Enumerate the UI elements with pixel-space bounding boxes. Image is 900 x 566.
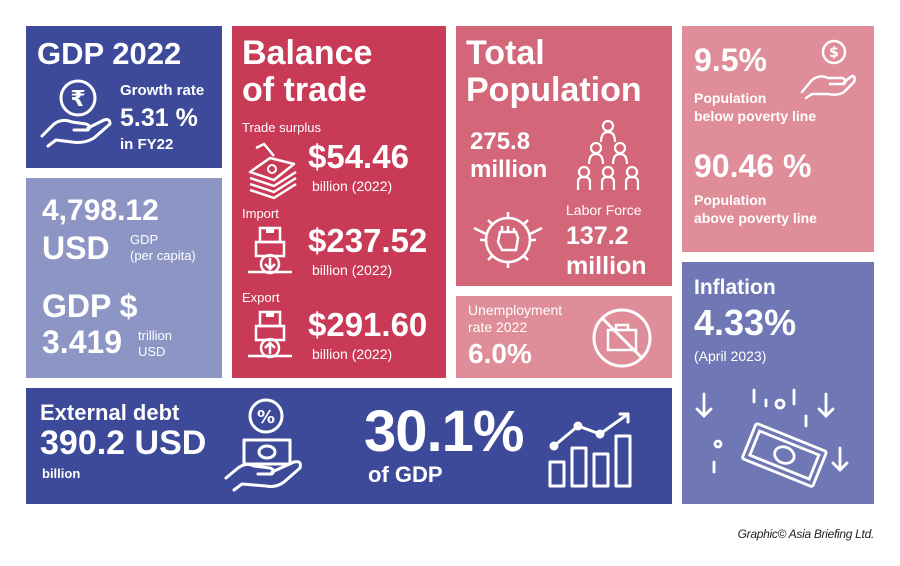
labor-force-label: Labor Force <box>566 202 642 218</box>
percent-coin-hand-icon: % <box>224 398 302 492</box>
gdp-per-capita-unit: USD <box>42 230 110 266</box>
trade-surplus-value: $54.46 <box>308 138 409 175</box>
population-value-1: 275.8 <box>470 128 531 155</box>
above-poverty-label-2: above poverty line <box>694 210 817 226</box>
gdp-total-value: 3.419 <box>42 324 123 360</box>
people-hierarchy-icon <box>576 119 640 190</box>
dollar-hand-icon: $ <box>800 39 856 100</box>
gdp-total-label: GDP $ <box>42 288 138 324</box>
labor-force-value-1: 137.2 <box>566 222 629 250</box>
debt-pct-label: of GDP <box>368 462 443 487</box>
import-sub: billion (2022) <box>312 262 393 278</box>
unemployment-value: 6.0% <box>468 338 532 369</box>
below-poverty-label-2: below poverty line <box>694 108 817 124</box>
trade-surplus-sub: billion (2022) <box>312 178 393 194</box>
export-sub: billion (2022) <box>312 346 393 362</box>
import-value: $237.52 <box>308 222 428 259</box>
balance-of-trade-tile: Balance of trade Trade surplus $54.46 bi… <box>232 26 446 378</box>
inflation-value: 4.33% <box>694 302 797 343</box>
svg-text:%: % <box>257 407 275 428</box>
export-value: $291.60 <box>308 306 428 343</box>
poverty-tile: 9.5% $ Population below poverty line 90.… <box>682 26 874 252</box>
population-title-2: Population <box>466 71 642 109</box>
gdp-2022-tile: GDP 2022 ₹ Growth rate 5.31 % in FY22 <box>26 26 222 168</box>
below-poverty-value: 9.5% <box>694 42 767 78</box>
import-label: Import <box>242 206 279 221</box>
debt-pct-value: 30.1% <box>364 399 524 464</box>
population-title-1: Total <box>466 34 545 72</box>
falling-money-icon <box>695 388 849 488</box>
inflation-tile: Inflation 4.33% (April 2023) <box>682 262 874 504</box>
above-poverty-value: 90.46 % <box>694 148 812 184</box>
money-stack-icon <box>248 142 297 200</box>
unemployment-tile: Unemployment rate 2022 6.0% <box>456 296 672 378</box>
labor-force-value-2: million <box>566 252 647 280</box>
svg-text:₹: ₹ <box>70 87 85 112</box>
bar-growth-chart-icon <box>548 412 632 488</box>
population-tile: Total Population 275.8 million Labor For… <box>456 26 672 286</box>
gdp-per-capita-value: 4,798.12 <box>42 194 159 227</box>
balance-title-1: Balance <box>242 34 373 72</box>
svg-text:$: $ <box>829 45 839 61</box>
labor-gear-fist-icon <box>473 212 543 268</box>
gdp-2022-title: GDP 2022 <box>37 36 182 71</box>
external-debt-tile: External debt 390.2 USD billion % 30.1% … <box>26 388 672 504</box>
trade-surplus-label: Trade surplus <box>242 120 321 135</box>
external-debt-unit: billion <box>42 466 81 481</box>
external-debt-value: 390.2 USD <box>40 424 207 462</box>
credit-text: Graphic© Asia Briefing Ltd. <box>737 527 875 541</box>
unemployment-label-2: rate 2022 <box>468 319 528 335</box>
rupee-hand-icon: ₹ <box>40 79 112 148</box>
above-poverty-label-1: Population <box>694 192 767 208</box>
external-debt-label: External debt <box>40 400 180 425</box>
below-poverty-label-1: Population <box>694 90 767 106</box>
import-box-icon <box>248 226 292 275</box>
gdp-per-capita-tile: 4,798.12 USD GDP (per capita) GDP $ 3.41… <box>26 178 222 378</box>
export-label: Export <box>242 290 280 305</box>
gdp-per-capita-label-1: GDP <box>130 232 159 247</box>
gdp-total-unit-2: USD <box>138 344 166 359</box>
growth-rate-value: 5.31 % <box>120 104 198 132</box>
balance-title-2: of trade <box>242 71 367 109</box>
no-briefcase-icon <box>592 308 652 368</box>
gdp-total-unit-1: trillion <box>138 328 172 343</box>
inflation-title: Inflation <box>694 276 776 299</box>
growth-rate-period: in FY22 <box>120 136 174 153</box>
unemployment-label-1: Unemployment <box>468 302 563 318</box>
export-box-icon <box>248 310 292 359</box>
inflation-period: (April 2023) <box>694 348 767 364</box>
population-value-2: million <box>470 156 548 183</box>
gdp-per-capita-label-2: (per capita) <box>130 248 196 263</box>
growth-rate-label: Growth rate <box>120 82 205 99</box>
